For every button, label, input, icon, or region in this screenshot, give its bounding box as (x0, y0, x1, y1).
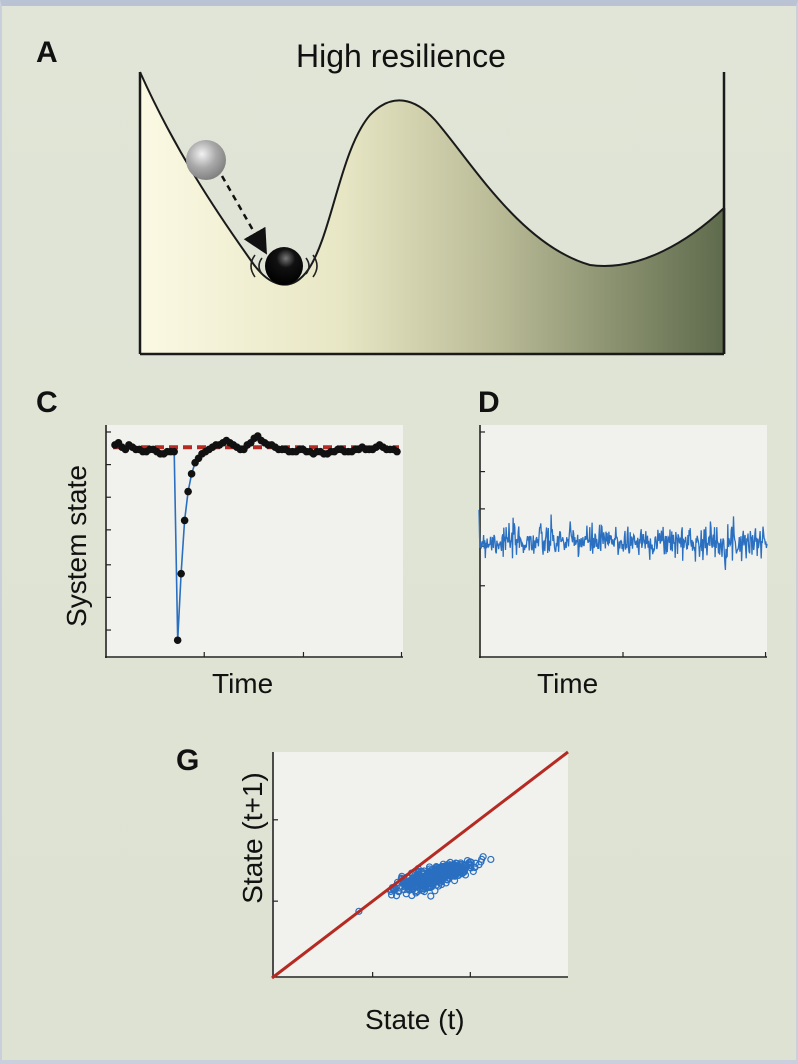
chart-c-plot-area (105, 425, 403, 658)
scatter-point (387, 891, 396, 899)
scatter-point (464, 860, 472, 869)
landscape-curve (139, 71, 725, 286)
scatter-point (397, 875, 406, 883)
noise-trace (478, 509, 768, 571)
panel-g-xlabel: State (t) (365, 1004, 465, 1035)
state-point (393, 447, 401, 456)
state-point (184, 487, 192, 496)
scatter-point (444, 874, 452, 882)
panel-c-xlabel: Time (212, 668, 274, 699)
state-point (177, 569, 185, 578)
scatter-point (404, 884, 412, 892)
scatter-point (475, 861, 483, 869)
chart-g (271, 750, 569, 980)
scatter-point (487, 855, 495, 864)
scatter-point (409, 885, 417, 893)
scatter-point (422, 876, 430, 884)
scatter-point (414, 867, 423, 875)
panel-d-letter: D (478, 386, 500, 419)
chart-c (105, 425, 403, 658)
scatter-point (437, 872, 445, 880)
landscape-surface (140, 72, 724, 354)
scatter-point (443, 864, 451, 872)
scatter-point (401, 883, 409, 891)
panel-g-ylabel: State (t+1) (237, 772, 268, 904)
displaced-ball (186, 140, 226, 180)
panel-c-ylabel: System state (61, 465, 92, 627)
chart-d (478, 425, 768, 658)
state-point (180, 516, 189, 525)
state-point (173, 636, 182, 645)
scatter-point (421, 885, 429, 893)
scatter-point (426, 883, 434, 892)
scatter-point (425, 863, 434, 871)
stability-landscape (138, 70, 726, 356)
scatter-point (426, 870, 434, 879)
identity-line (271, 750, 569, 980)
scatter-point (437, 868, 445, 876)
scatter-point (454, 871, 462, 879)
scatter-point (406, 877, 414, 885)
stable-ball (265, 247, 303, 285)
panel-a-title: High resilience (296, 38, 506, 74)
vibration-marks (250, 254, 318, 278)
scatter-point (355, 907, 363, 915)
scatter-point (437, 880, 446, 889)
displacement-arrow (220, 175, 267, 255)
panel-g-letter: G (176, 744, 200, 777)
scatter-point (431, 877, 439, 886)
scatter-point (458, 869, 466, 878)
panel-d-xlabel: Time (537, 668, 599, 699)
state-point (170, 447, 178, 456)
state-point (187, 470, 196, 478)
scatter-point (452, 864, 460, 872)
scatter-point (427, 892, 435, 900)
scatter-point (444, 867, 452, 875)
scatter-point (418, 868, 427, 876)
panel-c-letter: C (36, 386, 58, 419)
scatter-point (459, 860, 467, 869)
scatter-point (392, 892, 401, 900)
scatter-point (422, 884, 430, 892)
panel-a-letter: A (36, 36, 58, 69)
